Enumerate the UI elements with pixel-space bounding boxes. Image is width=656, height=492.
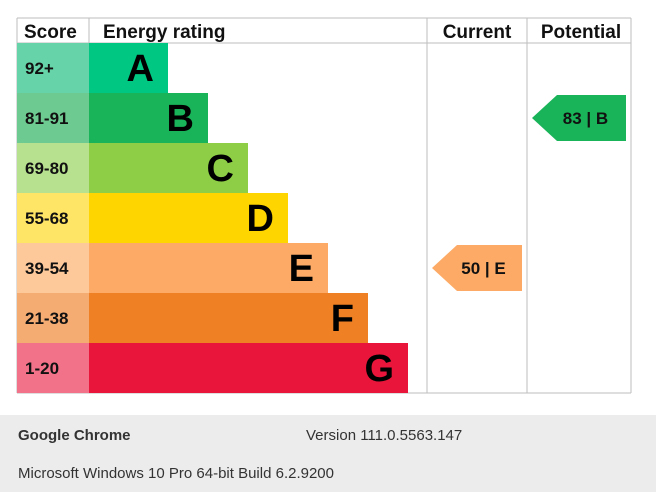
band-bar-d	[89, 193, 288, 243]
current-rating-label: 50 | E	[461, 259, 505, 278]
current-rating-arrow	[432, 245, 522, 291]
score-range-label: 92+	[25, 59, 54, 78]
potential-rating-label: 83 | B	[563, 109, 608, 128]
score-range-label: 21-38	[25, 309, 68, 328]
score-cell-a	[17, 43, 89, 93]
header-energy-rating: Energy rating	[103, 22, 225, 43]
score-range-label: 69-80	[25, 159, 68, 178]
score-range-label: 1-20	[25, 359, 59, 378]
rating-bars: 92+ A 81-91 B 69-80 C 55-68 D 39-54 E 21-38 F 1-20 G	[17, 43, 408, 393]
score-cell-f	[17, 293, 89, 343]
browser-version: Version 111.0.5563.147	[306, 427, 463, 444]
score-cell-d	[17, 193, 89, 243]
band-bar-b	[89, 93, 208, 143]
band-bar-g	[89, 343, 408, 393]
browser-info-footer: Google Chrome Version 111.0.5563.147 Mic…	[0, 415, 656, 492]
header-score: Score	[24, 22, 77, 43]
browser-name: Google Chrome	[18, 427, 131, 444]
band-letter-label: B	[167, 98, 194, 140]
band-letter-label: E	[289, 248, 314, 290]
header-potential: Potential	[541, 22, 621, 43]
band-letter-label: C	[207, 148, 234, 190]
score-cell-c	[17, 143, 89, 193]
score-cell-g	[17, 343, 89, 393]
potential-rating-arrow	[532, 95, 626, 141]
band-letter-label: G	[364, 348, 394, 390]
band-bar-c	[89, 143, 248, 193]
header-current: Current	[443, 22, 512, 43]
score-range-label: 55-68	[25, 209, 68, 228]
energy-rating-chart: 92+ A81-91 B69-80 C55-68 D39-54 E21-38 F1-20 G …	[16, 17, 632, 394]
rating-arrows: 50 | E 83 | B	[432, 95, 626, 291]
score-range-label: 39-54	[25, 259, 69, 278]
os-info: Microsoft Windows 10 Pro 64-bit Build 6.…	[18, 465, 334, 482]
band-letter-label: D	[247, 198, 274, 240]
band-bar-a	[89, 43, 168, 93]
score-cell-e	[17, 243, 89, 293]
score-range-label: 81-91	[25, 109, 68, 128]
band-letter-label: F	[331, 298, 354, 340]
band-bar-f	[89, 293, 368, 343]
band-bar-e	[89, 243, 328, 293]
score-cell-b	[17, 93, 89, 143]
band-letter-label: A	[127, 48, 154, 90]
